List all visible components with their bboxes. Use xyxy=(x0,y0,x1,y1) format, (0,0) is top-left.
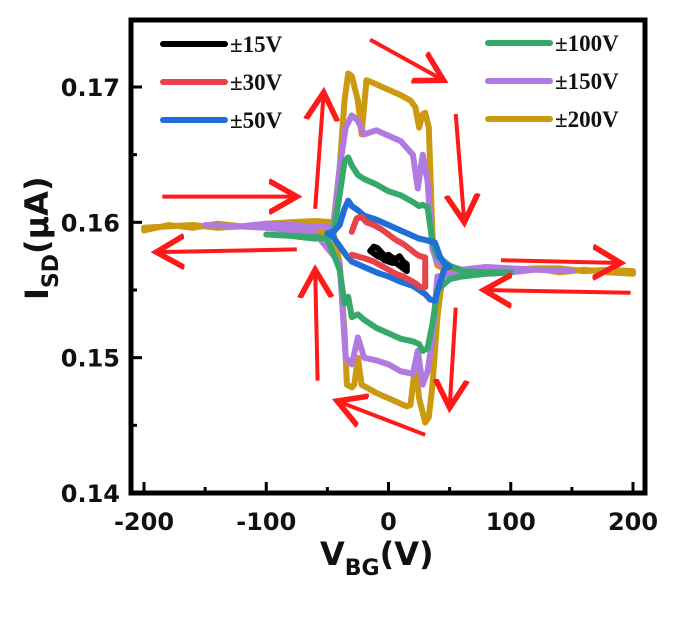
direction-arrow-1 xyxy=(315,92,324,209)
legend-label: ±15V xyxy=(230,32,283,57)
annotation-arrows xyxy=(156,37,631,437)
x-tick-label: 0 xyxy=(380,508,397,536)
y-tick-label: 0.14 xyxy=(61,480,120,508)
y-axis-title: ISD(μA) xyxy=(18,176,64,300)
series-line-5 xyxy=(367,243,410,275)
y-tick-label: 0.16 xyxy=(61,209,120,237)
direction-arrow-9 xyxy=(156,249,297,252)
x-axis-title: VBG(V) xyxy=(320,535,434,581)
series-line-4 xyxy=(348,213,429,291)
y-tick-label: 0.17 xyxy=(61,74,120,102)
x-tick-label: -100 xyxy=(236,508,296,536)
legend-label: ±50V xyxy=(230,108,283,133)
direction-arrow-4 xyxy=(500,260,621,263)
direction-arrow-7 xyxy=(337,401,426,437)
x-axis-title-sub: BG xyxy=(345,556,380,581)
direction-arrow-6 xyxy=(450,307,456,408)
y-tick-label: 0.15 xyxy=(61,345,120,373)
x-tick-label: -200 xyxy=(114,508,174,536)
axis-ticks: -200 -100 0 100 200 0.14 0.15 0.16 0.17 xyxy=(61,74,658,536)
series-line-1 xyxy=(202,112,575,388)
direction-arrow-5 xyxy=(484,290,631,293)
legend: ±15V ±30V ±50V ±100V ±150V ±200V xyxy=(160,31,619,133)
x-axis-title-unit: (V) xyxy=(380,535,434,573)
y-axis-title-sub: SD xyxy=(39,254,64,288)
legend-label: ±200V xyxy=(555,107,619,132)
svg-text:ISD(μA): ISD(μA) xyxy=(18,176,64,300)
series-line-3 xyxy=(324,197,453,304)
y-axis-title-main: I xyxy=(18,288,56,300)
legend-label: ±30V xyxy=(230,70,283,95)
y-axis-title-unit: (μA) xyxy=(18,176,56,254)
direction-arrow-2 xyxy=(369,37,443,81)
direction-arrow-8 xyxy=(315,270,317,381)
x-axis-title-main: V xyxy=(320,535,345,573)
svg-text:VBG(V): VBG(V) xyxy=(320,535,434,581)
legend-label: ±100V xyxy=(555,31,619,56)
legend-label: ±150V xyxy=(555,69,619,94)
direction-arrow-3 xyxy=(456,113,465,222)
series-line-0 xyxy=(141,70,636,426)
x-tick-label: 100 xyxy=(486,508,536,536)
x-tick-label: 200 xyxy=(608,508,658,536)
